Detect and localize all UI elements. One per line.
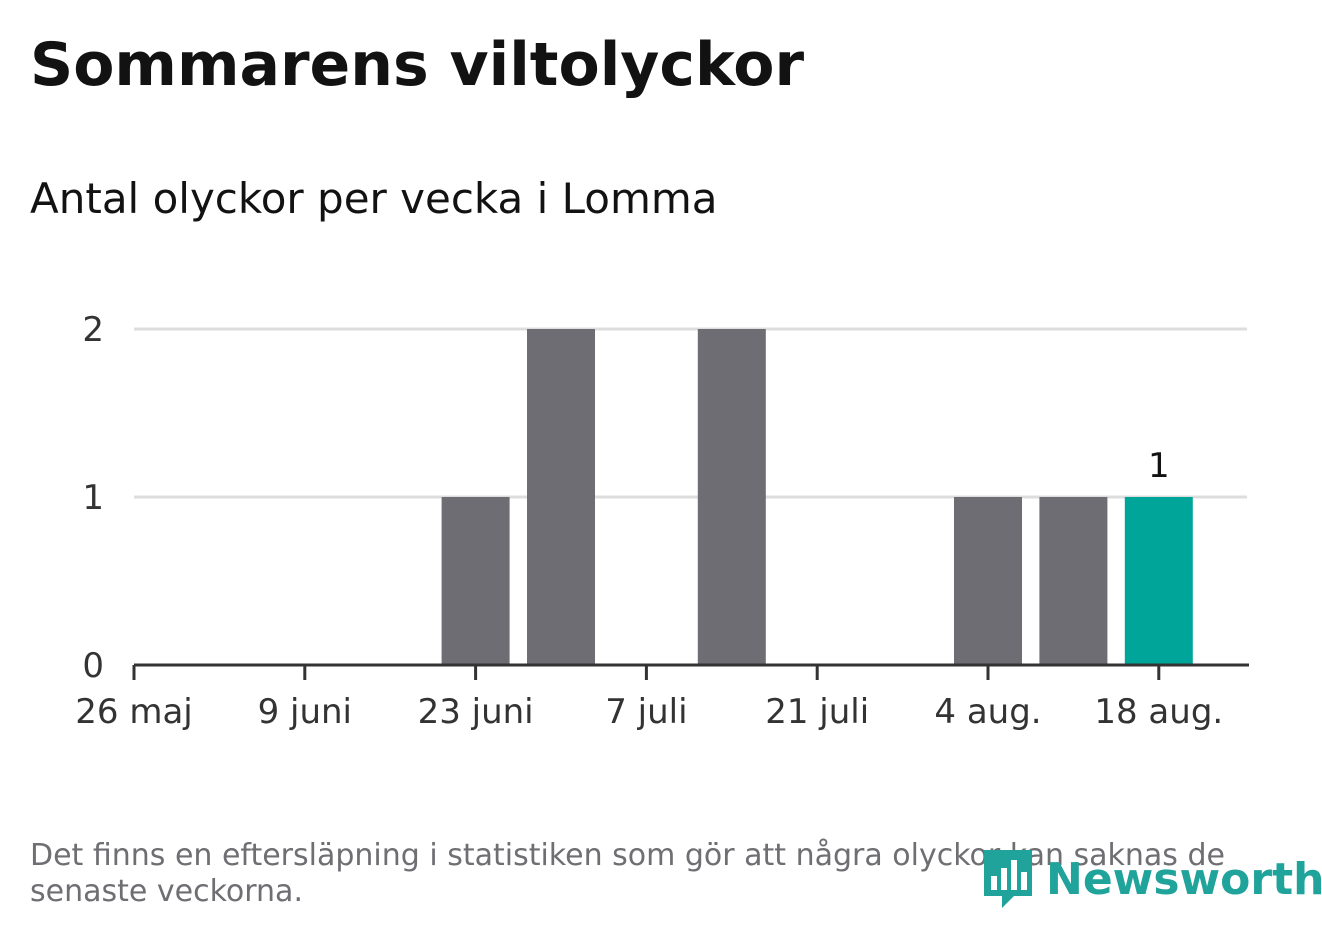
bar-highlight [1124,497,1193,665]
y-tick-label: 1 [82,478,104,518]
x-tick-label: 23 juni [418,692,534,732]
bar [1039,497,1108,665]
bar [697,329,766,665]
grid-lines [134,327,1247,499]
newsworthy-wordmark: Newsworthy [1046,853,1322,905]
x-tick-label: 18 aug. [1094,692,1223,732]
chart-subtitle: Antal olyckor per vecka i Lomma [30,174,718,223]
bar [954,497,1022,665]
data-label: 1 [1148,446,1170,486]
x-tick-label: 26 maj [75,692,192,732]
bar [527,329,595,665]
newsworthy-logo-icon [984,850,1032,908]
bars [441,329,1193,665]
bar-chart: 0 1 2 1 26 maj 9 juni 23 juni 7 juli 21 juli 4 au… [75,310,1249,732]
x-axis [132,663,1249,680]
x-tick-label: 9 juni [258,692,352,732]
bar [441,497,510,665]
newsworthy-logo: Newsworthy [980,846,1322,912]
y-tick-label: 0 [82,646,104,686]
x-tick-label: 21 juli [765,692,869,732]
x-tick-label: 4 aug. [934,692,1041,732]
y-tick-label: 2 [82,310,104,350]
labels: 0 1 2 1 26 maj 9 juni 23 juni 7 juli 21 juli 4 au… [75,310,1223,732]
x-tick-label: 7 juli [605,692,687,732]
chart-title: Sommarens viltolyckor [30,30,805,100]
